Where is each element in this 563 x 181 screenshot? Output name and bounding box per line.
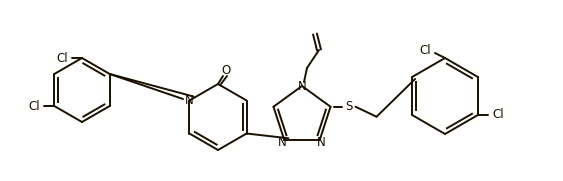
- Text: N: N: [278, 136, 287, 149]
- Text: Cl: Cl: [56, 52, 68, 64]
- Text: Cl: Cl: [29, 100, 40, 113]
- Text: N: N: [298, 79, 306, 92]
- Text: N: N: [318, 136, 326, 149]
- Text: N: N: [185, 94, 194, 107]
- Text: O: O: [221, 64, 231, 77]
- Text: Cl: Cl: [492, 108, 504, 121]
- Text: Cl: Cl: [419, 45, 431, 58]
- Text: S: S: [345, 100, 352, 113]
